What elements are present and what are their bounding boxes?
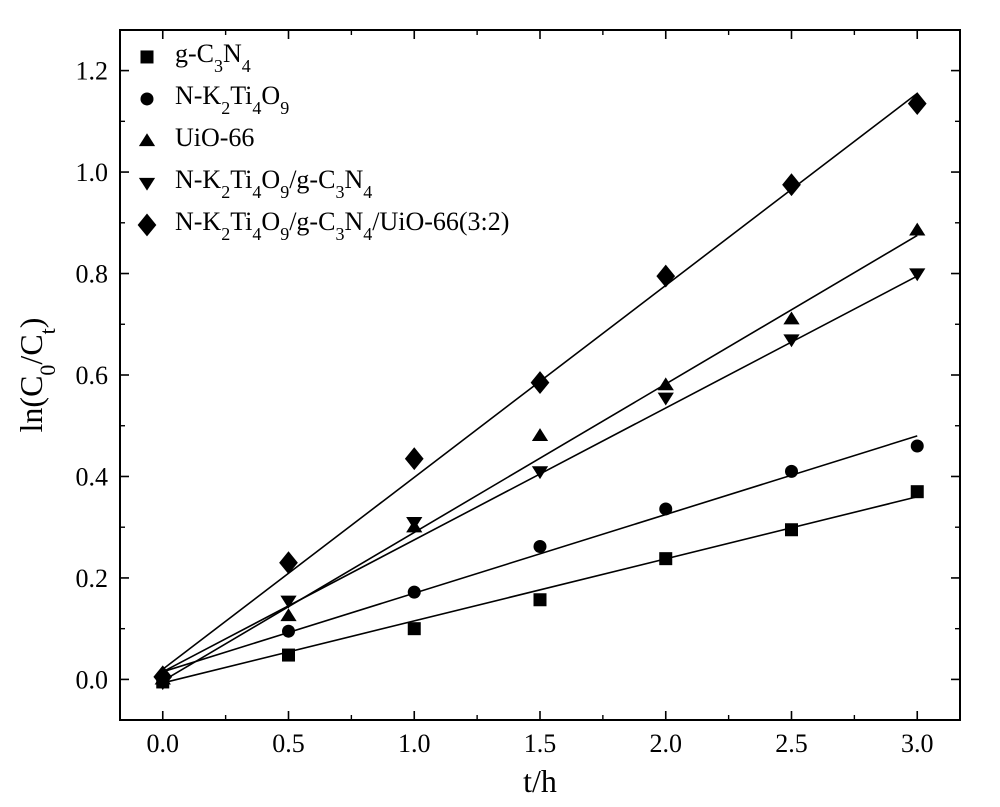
legend-label: UiO-66 <box>175 123 254 152</box>
x-tick-label: 2.5 <box>775 729 808 758</box>
kinetics-chart: 0.0 0.5 1.0 1.5 2.0 2.5 3.0 0.0 0.2 0.4 0.6 0.8 1.0 1… <box>0 0 1000 807</box>
chart-svg: 0.0 0.5 1.0 1.5 2.0 2.5 3.0 0.0 0.2 0.4 0.6 0.8 1.0 1… <box>0 0 1000 807</box>
x-tick-label: 3.0 <box>901 729 934 758</box>
x-tick-label: 0.5 <box>272 729 305 758</box>
x-tick-label: 0.0 <box>147 729 180 758</box>
y-tick-label: 1.0 <box>76 158 109 187</box>
x-tick-label: 1.5 <box>524 729 557 758</box>
y-tick-label: 0.2 <box>76 564 109 593</box>
x-tick-label: 1.0 <box>398 729 431 758</box>
y-tick-label: 0.6 <box>76 361 109 390</box>
y-tick-label: 0.4 <box>76 462 109 491</box>
chart-bg <box>0 0 1000 807</box>
y-tick-label: 0.8 <box>76 260 109 289</box>
x-axis-label: t/h <box>523 763 557 799</box>
y-tick-label: 0.0 <box>76 665 109 694</box>
y-tick-label: 1.2 <box>76 57 109 86</box>
x-tick-label: 2.0 <box>649 729 682 758</box>
